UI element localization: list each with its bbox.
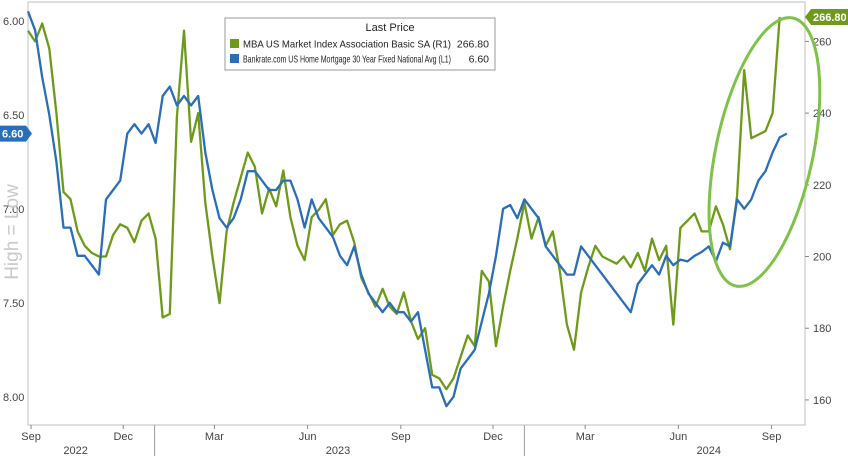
left-last-price-value: 6.60 <box>2 129 23 141</box>
right-tick-label: 200 <box>813 252 831 264</box>
x-tick-label: Dec <box>483 431 503 443</box>
year-label: 2023 <box>326 445 350 456</box>
left-tick-label: 6.00 <box>3 16 24 28</box>
x-tick-label: Mar <box>205 431 224 443</box>
legend: Last Price MBA US Market Index Associatio… <box>224 17 496 71</box>
right-last-price-badge <box>805 9 848 26</box>
left-tick-label: 7.00 <box>3 204 24 216</box>
left-tick-label: 8.00 <box>3 392 24 404</box>
legend-title: Last Price <box>366 22 415 34</box>
x-tick-label: Mar <box>576 431 595 443</box>
legend-entry-value: 266.80 <box>457 39 489 51</box>
x-tick-label: Sep <box>391 431 411 443</box>
right-last-price-value: 266.80 <box>813 12 847 24</box>
year-label: 2022 <box>63 445 87 456</box>
left-axis-title: High = Low <box>2 184 23 280</box>
year-label: 2024 <box>697 445 721 456</box>
x-tick-label: Sep <box>21 431 41 443</box>
tick-labels: 6.00 6.50 7.00 7.50 8.00 Sep Dec Mar Jun Sep Dec Ma… <box>2 16 831 457</box>
mortgage-rate-line <box>26 10 788 408</box>
legend-box <box>224 17 496 71</box>
legend-entry-label: MBA US Market Index Association Basic SA… <box>243 39 451 51</box>
right-tick-label: 180 <box>813 323 831 335</box>
highlight-ellipse <box>707 16 822 288</box>
axes <box>27 1 809 456</box>
legend-swatch <box>230 54 239 63</box>
last-price-badges: 266.80 6.60 <box>0 9 848 142</box>
right-tick-label: 220 <box>813 180 831 192</box>
mba-index-line <box>27 17 781 391</box>
right-tick-label: 160 <box>813 395 831 407</box>
legend-entry-value: 6.60 <box>469 54 490 66</box>
x-tick-label: Sep <box>762 431 782 443</box>
x-tick-label: Jun <box>299 431 317 443</box>
right-tick-label: 260 <box>813 36 831 48</box>
legend-swatch <box>230 39 239 48</box>
annotations <box>707 16 822 288</box>
right-tick-label: 240 <box>813 108 831 120</box>
series-lines <box>26 10 788 408</box>
left-last-price-badge <box>0 125 32 142</box>
left-tick-label: 7.50 <box>3 298 24 310</box>
x-tick-label: Jun <box>669 431 687 443</box>
x-tick-label: Dec <box>113 431 133 443</box>
left-tick-label: 6.50 <box>3 110 24 122</box>
legend-entry-label: Bankrate.com US Home Mortgage 30 Year Fi… <box>243 54 451 66</box>
plot-frame <box>27 1 806 426</box>
